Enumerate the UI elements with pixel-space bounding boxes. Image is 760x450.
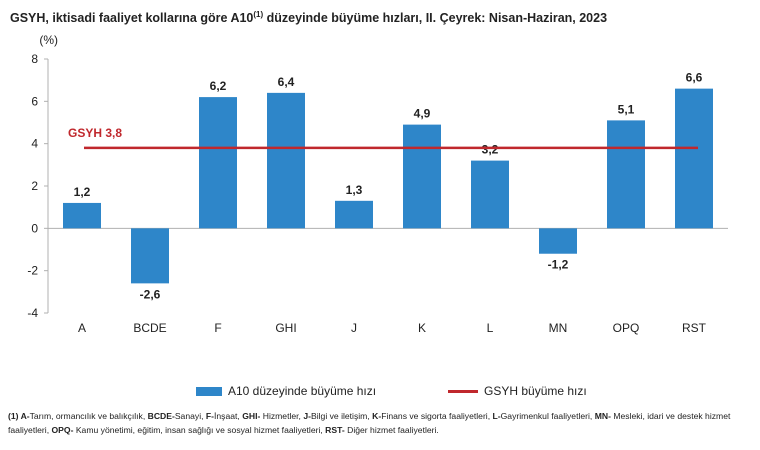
bar-k — [403, 124, 441, 229]
x-tick-label-ghi: GHI — [275, 321, 296, 335]
data-label-bcde: -2,6 — [140, 287, 161, 301]
footnote-text: Hizmetler, — [260, 411, 304, 421]
y-axis-unit-label: (%) — [39, 33, 58, 47]
footnote-text: Mesleki, idari ve destek hizmet faaliyet… — [8, 411, 731, 435]
footnote-code: BCDE- — [147, 411, 175, 421]
y-tick-label: -4 — [27, 306, 38, 320]
footnote-code: GHI- — [242, 411, 261, 421]
x-tick-label-l: L — [487, 321, 494, 335]
chart-title: GSYH, iktisadi faaliyet kollarına göre A… — [10, 10, 607, 25]
x-tick-label-j: J — [351, 321, 357, 335]
x-tick-label-bcde: BCDE — [133, 321, 166, 335]
footnote-text: Bilgi ve iletişim, — [310, 411, 373, 421]
data-label-a: 1,2 — [74, 185, 91, 199]
data-label-l: 3,2 — [482, 143, 499, 157]
x-tick-label-opq: OPQ — [613, 321, 640, 335]
footnote-code: K- — [372, 411, 382, 421]
bar-opq — [607, 120, 645, 229]
bar-j — [335, 200, 373, 229]
data-label-ghi: 6,4 — [278, 75, 295, 89]
footnote-code: MN- — [594, 411, 611, 421]
bar-l — [471, 160, 509, 229]
chart-title-rest: düzeyinde büyüme hızları, II. Çeyrek: Ni… — [263, 11, 608, 26]
data-label-rst: 6,6 — [686, 71, 703, 85]
x-tick-label-k: K — [418, 321, 426, 335]
footnote-code: RST- — [325, 425, 345, 435]
footnote-text: Sanayi, — [174, 411, 206, 421]
footnote-code: F- — [205, 411, 215, 421]
legend-line-swatch — [448, 389, 478, 393]
footnote-code: (1) A- — [8, 411, 30, 421]
legend-bar-label: A10 düzeyinde büyüme hızı — [228, 384, 377, 398]
footnote-text: Finans ve sigorta faaliyetleri, — [381, 411, 493, 421]
footnote: (1) A-Tarım, ormancılık ve balıkçılık, B… — [8, 409, 753, 437]
data-label-opq: 5,1 — [618, 102, 635, 116]
chart-title-superscript: (1) — [253, 10, 264, 19]
data-label-f: 6,2 — [210, 79, 227, 93]
footnote-code: J- — [303, 411, 311, 421]
data-label-mn: -1,2 — [548, 258, 569, 272]
x-tick-label-a: A — [78, 321, 86, 335]
footnote-text: Kamu yönetimi, eğitim, insan sağlığı ve … — [73, 425, 326, 435]
y-tick-label: 6 — [31, 94, 38, 108]
y-tick-label: 0 — [31, 221, 38, 235]
bar-rst — [675, 88, 713, 229]
x-tick-label-f: F — [214, 321, 221, 335]
bar-ghi — [267, 92, 305, 229]
bar-chart: (%) -4 -2 0 2 4 6 8 1,2 A -2,6 BCDE 6,2 F 6,4 GHI 1,3 J 4,… — [27, 33, 728, 335]
bar-a — [63, 202, 101, 229]
y-tick-label: 8 — [31, 52, 38, 66]
data-label-k: 4,9 — [414, 107, 431, 121]
footnote-code: OPQ- — [51, 425, 74, 435]
footnote-text: Tarım, ormancılık ve balıkçılık, — [29, 411, 148, 421]
footnote-text: Gayrimenkul faaliyetleri, — [500, 411, 595, 421]
x-tick-label-rst: RST — [682, 321, 707, 335]
y-tick-label: -2 — [27, 264, 38, 278]
y-tick-label: 4 — [31, 137, 38, 151]
y-tick-label: 2 — [31, 179, 38, 193]
chart-legend: A10 düzeyinde büyüme hızı GSYH büyüme hı… — [0, 384, 760, 404]
footnote-code: L- — [492, 411, 501, 421]
legend-item-bars: A10 düzeyinde büyüme hızı — [196, 384, 376, 398]
x-tick-label-mn: MN — [549, 321, 568, 335]
legend-bar-swatch — [196, 386, 222, 396]
bar-mn — [539, 228, 577, 254]
chart-title-main: GSYH, iktisadi faaliyet kollarına göre A… — [10, 11, 254, 26]
footnote-text: Diğer hizmet faaliyetleri. — [344, 425, 439, 435]
legend-item-line: GSYH büyüme hızı — [448, 384, 587, 398]
data-label-j: 1,3 — [346, 183, 363, 197]
bar-f — [199, 97, 237, 229]
legend-line-label: GSYH büyüme hızı — [484, 384, 587, 398]
gdp-reference-label: GSYH 3,8 — [68, 126, 122, 140]
bar-bcde — [131, 228, 169, 284]
footnote-text: İnşaat, — [214, 411, 243, 421]
